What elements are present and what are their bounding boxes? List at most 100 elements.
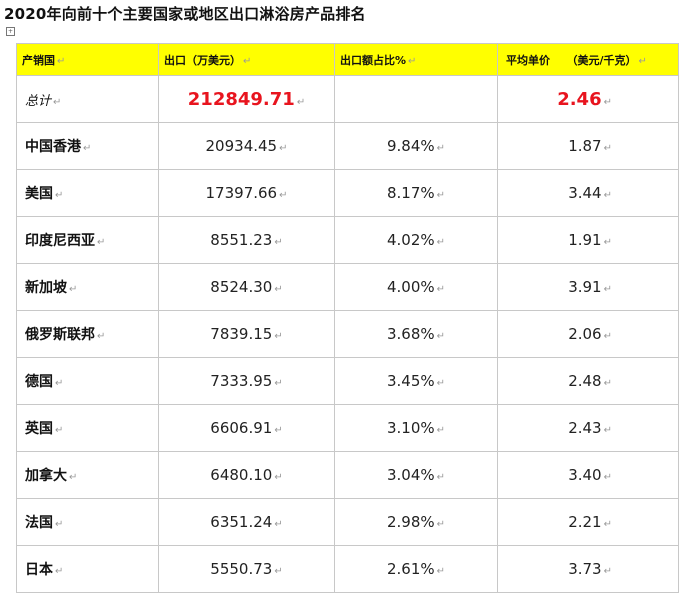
country-value: 美国 [25,186,53,202]
country-cell: 英国 ↵ [16,404,159,452]
table-row: 印度尼西亚 ↵ 8551.23 ↵ 4.02% ↵ 1.91 ↵ [16,216,679,264]
table-row: 日本 ↵ 5550.73 ↵ 2.61% ↵ 3.73 ↵ [16,545,679,593]
price-cell: 2.06 ↵ [497,310,679,358]
paragraph-mark: ↵ [436,190,446,201]
paragraph-mark: ↵ [69,284,78,295]
table-row: 俄罗斯联邦 ↵ 7839.15 ↵ 3.68% ↵ 2.06 ↵ [16,310,679,358]
country-cell: 加拿大 ↵ [16,451,159,499]
exports-value: 7333.95 [210,372,273,390]
share-cell: 3.68% ↵ [334,310,498,358]
paragraph-mark: ↵ [436,566,446,577]
paragraph-mark: ↵ [638,55,647,67]
paragraph-mark: ↵ [436,331,446,342]
exports-value: 7839.15 [210,325,273,343]
price-cell: 3.73 ↵ [497,545,679,593]
price-cell: 3.91 ↵ [497,263,679,311]
share-cell: 2.98% ↵ [334,498,498,546]
paragraph-mark: ↵ [279,143,288,154]
country-value: 日本 [25,562,53,578]
country-value: 俄罗斯联邦 [25,327,95,343]
share-value: 3.04% [386,466,435,484]
paragraph-mark: ↵ [603,519,612,530]
exports-value: 8524.30 [210,278,273,296]
price-cell: 2.43 ↵ [497,404,679,452]
paragraph-mark: ↵ [53,96,62,108]
share-cell: 3.10% ↵ [334,404,498,452]
exports-cell: 6606.91 ↵ [158,404,335,452]
table-row: 英国 ↵ 6606.91 ↵ 3.10% ↵ 2.43 ↵ [16,404,679,452]
paragraph-mark: ↵ [69,472,78,483]
exports-value: 5550.73 [210,560,273,578]
price-value: 2.21 [568,513,602,531]
paragraph-mark: ↵ [279,190,288,201]
share-cell: 4.02% ↵ [334,216,498,264]
paragraph-mark: ↵ [55,425,64,436]
table-body: 中国香港 ↵ 20934.45 ↵ 9.84% ↵ 1.87 ↵ 美国 ↵ 17397.66 ↵ 8.1… [16,122,679,593]
exports-cell: 6351.24 ↵ [158,498,335,546]
total-row: 总计 ↵ 212849.71 ↵ 2.46 ↵ [16,75,679,123]
country-value: 德国 [25,374,53,390]
table-row: 中国香港 ↵ 20934.45 ↵ 9.84% ↵ 1.87 ↵ [16,122,679,170]
exports-cell: 20934.45 ↵ [158,122,335,170]
paragraph-mark: ↵ [274,237,283,248]
paragraph-mark: ↵ [603,425,612,436]
paragraph-mark: ↵ [603,284,612,295]
country-value: 新加坡 [25,280,67,296]
header-price-label: 平均单价 （美元/千克） [506,53,637,67]
share-cell: 3.04% ↵ [334,451,498,499]
paragraph-mark: ↵ [274,472,283,483]
country-cell: 德国 ↵ [16,357,159,405]
country-cell: 印度尼西亚 ↵ [16,216,159,264]
price-value: 2.06 [568,325,602,343]
country-cell: 美国 ↵ [16,169,159,217]
price-value: 2.43 [568,419,602,437]
exports-cell: 7333.95 ↵ [158,357,335,405]
price-value: 3.73 [568,560,602,578]
paragraph-mark: ↵ [603,237,612,248]
country-value: 法国 [25,515,53,531]
table-header-row: 产销国 ↵ 出口（万美元） ↵ 出口额占比% ↵ 平均单价 （美元/千克） ↵ [16,43,679,76]
header-price: 平均单价 （美元/千克） ↵ [497,43,679,76]
price-value: 3.91 [568,278,602,296]
exports-value: 20934.45 [205,137,278,155]
table-row: 德国 ↵ 7333.95 ↵ 3.45% ↵ 2.48 ↵ [16,357,679,405]
paragraph-mark: ↵ [603,96,612,108]
export-ranking-table: 产销国 ↵ 出口（万美元） ↵ 出口额占比% ↵ 平均单价 （美元/千克） ↵ 总计 ↵ … [16,43,679,593]
table-row: 美国 ↵ 17397.66 ↵ 8.17% ↵ 3.44 ↵ [16,169,679,217]
exports-cell: 5550.73 ↵ [158,545,335,593]
exports-value: 6606.91 [210,419,273,437]
share-value: 2.61% [386,560,435,578]
share-cell: 8.17% ↵ [334,169,498,217]
country-cell: 法国 ↵ [16,498,159,546]
exports-cell: 8551.23 ↵ [158,216,335,264]
paragraph-mark: ↵ [243,55,252,67]
exports-value: 6480.10 [210,466,273,484]
paragraph-mark: ↵ [274,284,283,295]
price-value: 2.48 [568,372,602,390]
country-value: 中国香港 [25,139,81,155]
paragraph-mark: ↵ [97,331,106,342]
exports-value: 6351.24 [210,513,273,531]
country-cell: 新加坡 ↵ [16,263,159,311]
header-exports-label: 出口（万美元） [164,53,241,67]
paragraph-mark: ↵ [436,425,446,436]
table-move-handle-icon[interactable]: + [6,27,15,36]
paragraph-mark: ↵ [436,284,446,295]
share-value: 3.45% [386,372,435,390]
total-label-cell: 总计 ↵ [16,75,159,123]
paragraph-mark: ↵ [274,378,283,389]
price-value: 3.40 [568,466,602,484]
total-price: 2.46 [557,88,602,110]
paragraph-mark: ↵ [55,190,64,201]
price-cell: 1.91 ↵ [497,216,679,264]
paragraph-mark: ↵ [603,331,612,342]
header-share: 出口额占比% ↵ [334,43,498,76]
paragraph-mark: ↵ [603,378,612,389]
price-cell: 1.87 ↵ [497,122,679,170]
table-row: 新加坡 ↵ 8524.30 ↵ 4.00% ↵ 3.91 ↵ [16,263,679,311]
total-label: 总计 [25,93,52,109]
header-share-label: 出口额占比% [340,53,407,67]
paragraph-mark: ↵ [57,55,66,67]
share-cell: 9.84% ↵ [334,122,498,170]
paragraph-mark: ↵ [83,143,92,154]
